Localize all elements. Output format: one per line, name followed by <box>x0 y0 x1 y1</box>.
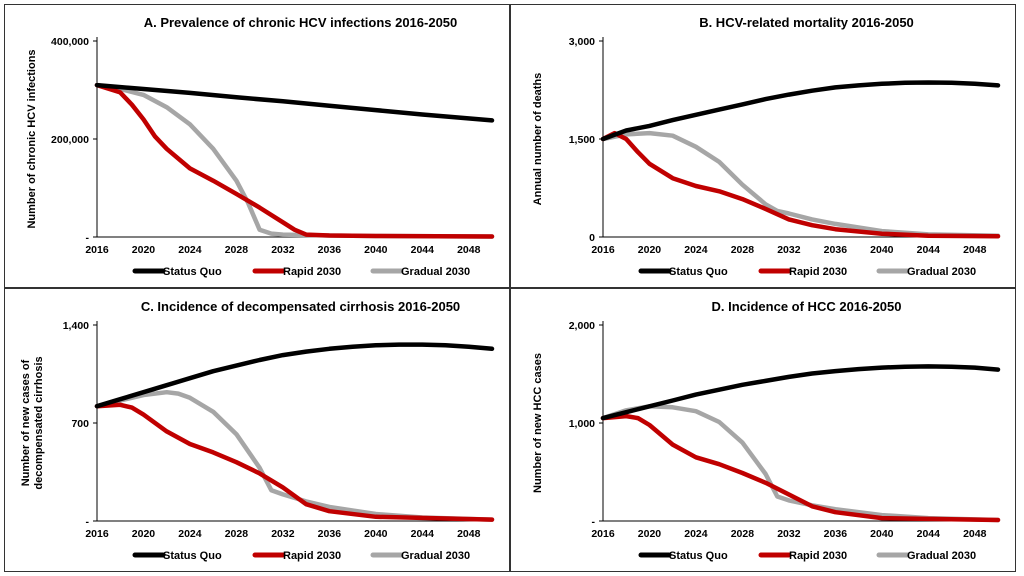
series-line-rapid-2030 <box>600 130 1001 239</box>
y-tick-label: 2,000 <box>569 320 595 332</box>
y-tick-label: 400,000 <box>51 36 89 48</box>
y-axis-label: Number of chronic HCV infections <box>26 49 38 228</box>
x-tick-label: 2036 <box>824 528 848 540</box>
legend-label-gradual-2030: Gradual 2030 <box>401 550 470 562</box>
legend-label-gradual-2030: Gradual 2030 <box>401 266 470 278</box>
series-line-rapid-2030 <box>94 82 495 239</box>
x-tick-label: 2036 <box>318 244 342 256</box>
y-tick-label: - <box>86 232 90 244</box>
x-tick-label: 2024 <box>178 528 202 540</box>
y-tick-label: 200,000 <box>51 134 89 146</box>
x-tick-label: 2036 <box>318 528 342 540</box>
x-tick-label: 2024 <box>684 528 708 540</box>
chart-title: A. Prevalence of chronic HCV infections … <box>144 15 458 30</box>
x-tick-label: 2028 <box>225 528 249 540</box>
series-line-status-quo <box>600 364 1001 421</box>
x-tick-label: 2040 <box>364 528 388 540</box>
x-tick-label: 2032 <box>271 528 295 540</box>
chart-panel-c: C. Incidence of decompensated cirrhosis … <box>4 288 510 572</box>
y-tick-label: - <box>86 516 90 528</box>
y-axis-label: Number of new HCC cases <box>532 353 544 493</box>
chart-c-svg: C. Incidence of decompensated cirrhosis … <box>20 299 495 562</box>
x-tick-label: 2020 <box>132 244 156 256</box>
y-tick-label: 1,500 <box>569 134 595 146</box>
y-tick-label: 700 <box>71 418 89 430</box>
x-tick-label: 2044 <box>411 244 435 256</box>
y-tick-label: 1,400 <box>63 320 89 332</box>
legend-label-rapid-2030: Rapid 2030 <box>789 266 847 278</box>
x-tick-label: 2040 <box>870 244 894 256</box>
x-tick-label: 2028 <box>731 528 755 540</box>
x-tick-label: 2032 <box>271 244 295 256</box>
legend-label-status-quo: Status Quo <box>163 550 222 562</box>
x-tick-label: 2048 <box>963 244 987 256</box>
legend-label-gradual-2030: Gradual 2030 <box>907 550 976 562</box>
chart-panel-b: B. HCV-related mortality 2016-2050 Annual… <box>510 4 1016 288</box>
x-tick-label: 2040 <box>364 244 388 256</box>
chart-b-svg: B. HCV-related mortality 2016-2050 Annual… <box>532 15 1001 278</box>
y-tick-label: 3,000 <box>569 36 595 48</box>
series-line-gradual-2030 <box>600 404 1001 523</box>
series-line-gradual-2030 <box>600 130 1001 238</box>
series-line-status-quo <box>600 80 1001 142</box>
series-line-rapid-2030 <box>600 413 1001 523</box>
series-line-status-quo <box>94 82 495 123</box>
legend-label-status-quo: Status Quo <box>669 550 728 562</box>
x-tick-label: 2048 <box>963 528 987 540</box>
x-tick-label: 2016 <box>591 528 615 540</box>
x-tick-label: 2044 <box>411 528 435 540</box>
chart-title: C. Incidence of decompensated cirrhosis … <box>141 299 460 314</box>
legend-label-status-quo: Status Quo <box>163 266 222 278</box>
legend-label-gradual-2030: Gradual 2030 <box>907 266 976 278</box>
legend-label-rapid-2030: Rapid 2030 <box>283 550 341 562</box>
series-line-status-quo <box>94 342 495 409</box>
x-tick-label: 2048 <box>457 244 481 256</box>
legend-label-status-quo: Status Quo <box>669 266 728 278</box>
series-line-rapid-2030 <box>94 402 495 522</box>
x-tick-label: 2024 <box>178 244 202 256</box>
series-line-gradual-2030 <box>94 82 495 239</box>
chart-title: D. Incidence of HCC 2016-2050 <box>711 299 901 314</box>
x-tick-label: 2028 <box>225 244 249 256</box>
x-tick-label: 2016 <box>85 528 109 540</box>
x-tick-label: 2048 <box>457 528 481 540</box>
x-tick-label: 2044 <box>917 528 941 540</box>
y-axis-label: decompensated cirrhosis <box>33 356 45 489</box>
x-tick-label: 2032 <box>777 244 801 256</box>
series-line-gradual-2030 <box>94 389 495 522</box>
x-tick-label: 2024 <box>684 244 708 256</box>
y-axis-label: Number of new cases of <box>20 359 32 486</box>
x-tick-label: 2036 <box>824 244 848 256</box>
chart-panel-a: A. Prevalence of chronic HCV infections … <box>4 4 510 288</box>
x-tick-label: 2016 <box>591 244 615 256</box>
x-tick-label: 2020 <box>638 244 662 256</box>
legend-label-rapid-2030: Rapid 2030 <box>283 266 341 278</box>
x-tick-label: 2016 <box>85 244 109 256</box>
y-tick-label: 0 <box>589 232 595 244</box>
y-tick-label: - <box>592 516 596 528</box>
y-tick-label: 1,000 <box>569 418 595 430</box>
legend-label-rapid-2030: Rapid 2030 <box>789 550 847 562</box>
chart-panel-d: D. Incidence of HCC 2016-2050 Number of n… <box>510 288 1016 572</box>
x-tick-label: 2044 <box>917 244 941 256</box>
x-tick-label: 2028 <box>731 244 755 256</box>
chart-title: B. HCV-related mortality 2016-2050 <box>699 15 914 30</box>
x-tick-label: 2040 <box>870 528 894 540</box>
y-axis-label: Annual number of deaths <box>532 73 544 206</box>
x-tick-label: 2032 <box>777 528 801 540</box>
x-tick-label: 2020 <box>638 528 662 540</box>
chart-d-svg: D. Incidence of HCC 2016-2050 Number of n… <box>532 299 1001 562</box>
x-tick-label: 2020 <box>132 528 156 540</box>
chart-a-svg: A. Prevalence of chronic HCV infections … <box>26 15 495 278</box>
